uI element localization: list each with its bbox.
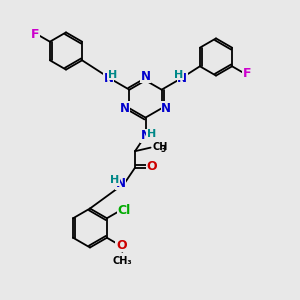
Text: N: N xyxy=(140,70,151,83)
Text: H: H xyxy=(108,70,117,80)
Text: N: N xyxy=(120,102,130,115)
Text: N: N xyxy=(140,129,151,142)
Text: F: F xyxy=(31,28,39,41)
Text: N: N xyxy=(103,72,114,85)
Text: N: N xyxy=(161,102,171,115)
Text: Cl: Cl xyxy=(118,204,131,217)
Text: O: O xyxy=(116,239,127,252)
Text: 3: 3 xyxy=(160,146,166,154)
Text: O: O xyxy=(146,160,157,173)
Text: CH₃: CH₃ xyxy=(112,256,132,266)
Text: CH: CH xyxy=(152,142,168,152)
Text: F: F xyxy=(243,67,251,80)
Text: N: N xyxy=(116,177,126,190)
Text: H: H xyxy=(110,175,119,185)
Text: H: H xyxy=(147,129,156,139)
Text: N: N xyxy=(177,72,187,85)
Text: H: H xyxy=(174,70,183,80)
